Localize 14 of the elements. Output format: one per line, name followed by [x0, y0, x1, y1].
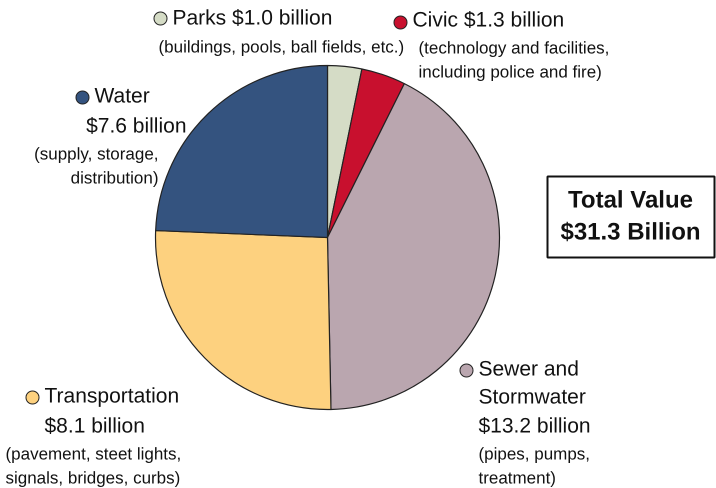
- text: Total Value $31.3 Billion: [560, 186, 701, 246]
- legend-label: Water: [94, 84, 150, 108]
- text: (supply, storage, distribution): [34, 144, 159, 188]
- data-label: $8.1 billion: [44, 414, 145, 438]
- text: (technology and facilities, including police and fire): [418, 38, 610, 82]
- text: (buildings, pools, ball fields, etc.): [158, 38, 404, 56]
- data-label: $7.6 billion: [86, 114, 186, 138]
- legend-label: Parks $1.0 billion: [172, 6, 332, 30]
- text: (pipes, pumps, treatment): [478, 444, 590, 488]
- text: (pavement, steet lights, signals, bridges, curbs): [6, 444, 182, 488]
- legend-label: Sewer and Stormwater: [478, 358, 586, 408]
- legend-label: Civic $1.3 billion: [412, 8, 564, 32]
- data-label: $13.2 billion: [478, 414, 591, 438]
- legend-label: Transportation: [44, 384, 180, 408]
